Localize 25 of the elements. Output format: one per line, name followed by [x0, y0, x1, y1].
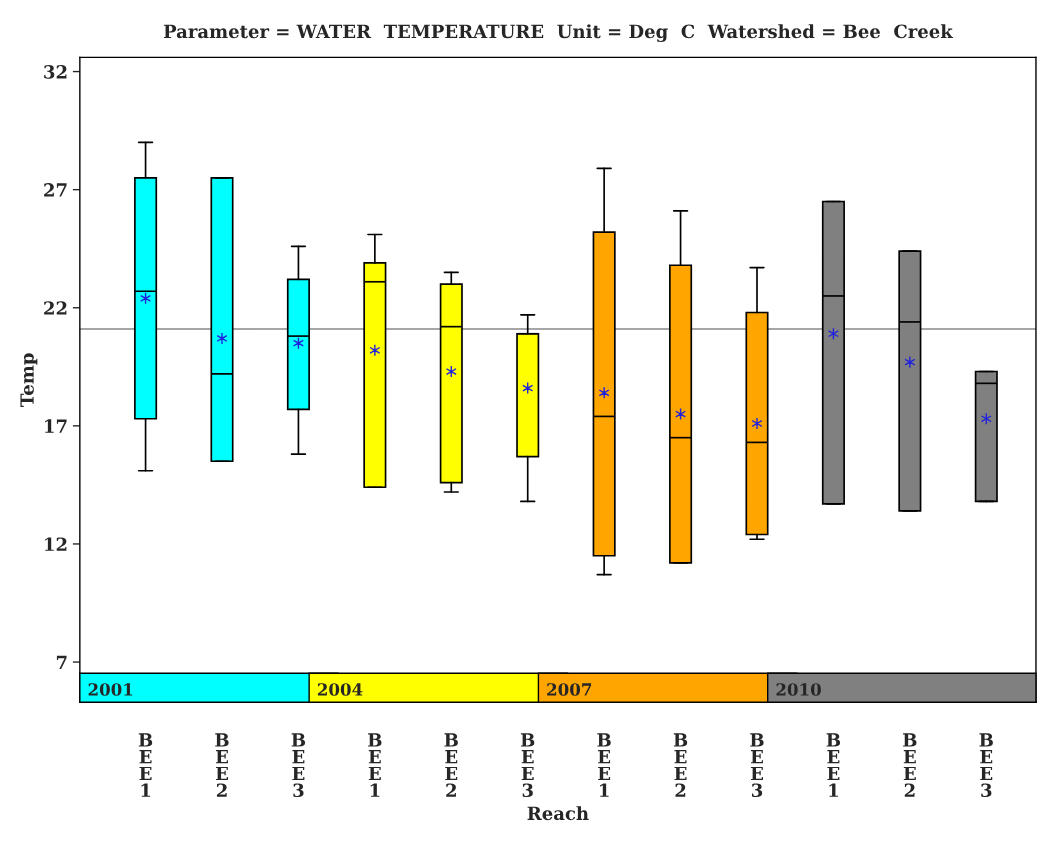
x-tick-label: BEE1	[597, 733, 611, 797]
x-tick-label: BEE2	[903, 733, 917, 797]
y-tick-label: 12	[45, 537, 67, 551]
x-tick-label: BEE3	[291, 733, 306, 798]
y-tick-label: 7	[56, 655, 67, 669]
x-tick-label: BEE3	[520, 733, 535, 798]
x-tick-label: BEE1	[138, 733, 153, 797]
text: 2007	[547, 683, 592, 696]
y-tick-label: 22	[44, 301, 67, 315]
x-tick-label: BEE2	[673, 733, 688, 797]
chart-title: Parameter = WATER TEMPERATURE Unit = Deg C Watershed = Bee Creek	[163, 24, 954, 42]
y-tick-label: 32	[44, 65, 67, 79]
y-axis-title: Temp	[20, 353, 38, 407]
x-tick-label: BEE1	[368, 733, 382, 797]
x-tick-label: BEE1	[826, 733, 841, 797]
x-tick-label: BEE2	[215, 733, 229, 797]
text: 2010	[776, 683, 821, 696]
y-tick-label: 17	[45, 419, 67, 433]
text: 2001	[88, 683, 133, 696]
y-tick-label: 27	[44, 183, 67, 197]
x-axis-title: Reach	[527, 806, 589, 821]
x-tick-label: BEE3	[750, 733, 764, 798]
x-tick-label: BEE3	[979, 733, 993, 798]
text: 2004	[317, 683, 363, 696]
x-tick-label: BEE2	[444, 733, 458, 797]
